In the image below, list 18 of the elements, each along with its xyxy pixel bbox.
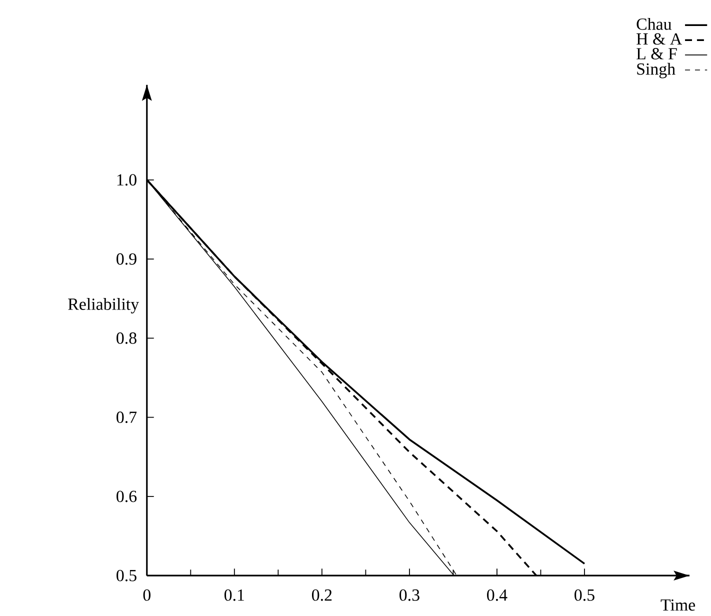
x-tick-label: 0.5 (574, 589, 594, 601)
legend-label: H & A (636, 33, 682, 45)
x-tick-label: 0.2 (312, 589, 332, 601)
y-tick-label: 0.6 (116, 490, 137, 502)
legend-label: L & F (636, 48, 677, 60)
legend-label: Singh (637, 62, 676, 78)
x-tick-label: 0.1 (224, 589, 244, 601)
x-tick-label: 0.3 (400, 589, 420, 601)
x-axis-title: Time (660, 599, 696, 611)
y-tick-label: 0.7 (116, 411, 137, 423)
y-axis-title: Reliability (68, 298, 140, 314)
legend-label: Chau (636, 18, 672, 30)
y-tick-label: 0.5 (116, 570, 136, 582)
y-tick-label: 0.9 (116, 253, 136, 265)
x-tick-label: 0 (143, 589, 150, 601)
x-tick-label: 0.4 (487, 589, 508, 601)
y-tick-label: 0.8 (116, 332, 136, 344)
y-tick-label: 1.0 (117, 174, 136, 186)
